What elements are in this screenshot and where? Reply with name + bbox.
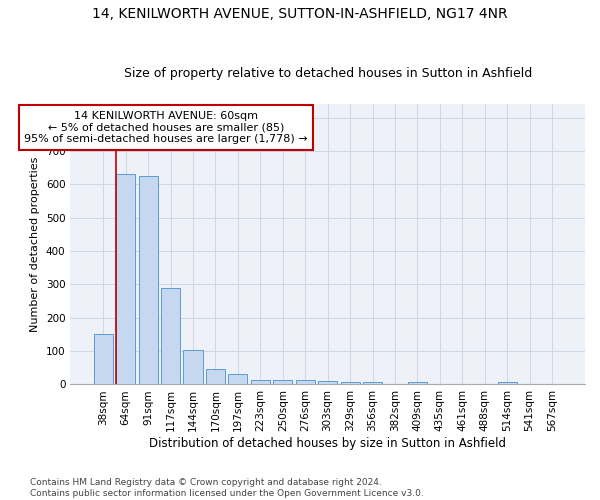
- Text: 14, KENILWORTH AVENUE, SUTTON-IN-ASHFIELD, NG17 4NR: 14, KENILWORTH AVENUE, SUTTON-IN-ASHFIEL…: [92, 8, 508, 22]
- Bar: [363, 382, 382, 384]
- Bar: [497, 382, 517, 384]
- Bar: [116, 174, 135, 384]
- Bar: [184, 350, 203, 384]
- Bar: [273, 380, 292, 384]
- Bar: [251, 380, 270, 384]
- Y-axis label: Number of detached properties: Number of detached properties: [30, 156, 40, 332]
- Bar: [341, 382, 359, 384]
- Bar: [408, 382, 427, 384]
- Bar: [229, 374, 247, 384]
- Bar: [318, 381, 337, 384]
- Bar: [206, 369, 225, 384]
- X-axis label: Distribution of detached houses by size in Sutton in Ashfield: Distribution of detached houses by size …: [149, 437, 506, 450]
- Title: Size of property relative to detached houses in Sutton in Ashfield: Size of property relative to detached ho…: [124, 66, 532, 80]
- Bar: [139, 176, 158, 384]
- Bar: [161, 288, 180, 384]
- Bar: [296, 380, 315, 384]
- Text: 14 KENILWORTH AVENUE: 60sqm
← 5% of detached houses are smaller (85)
95% of semi: 14 KENILWORTH AVENUE: 60sqm ← 5% of deta…: [24, 111, 308, 144]
- Text: Contains HM Land Registry data © Crown copyright and database right 2024.
Contai: Contains HM Land Registry data © Crown c…: [30, 478, 424, 498]
- Bar: [94, 334, 113, 384]
